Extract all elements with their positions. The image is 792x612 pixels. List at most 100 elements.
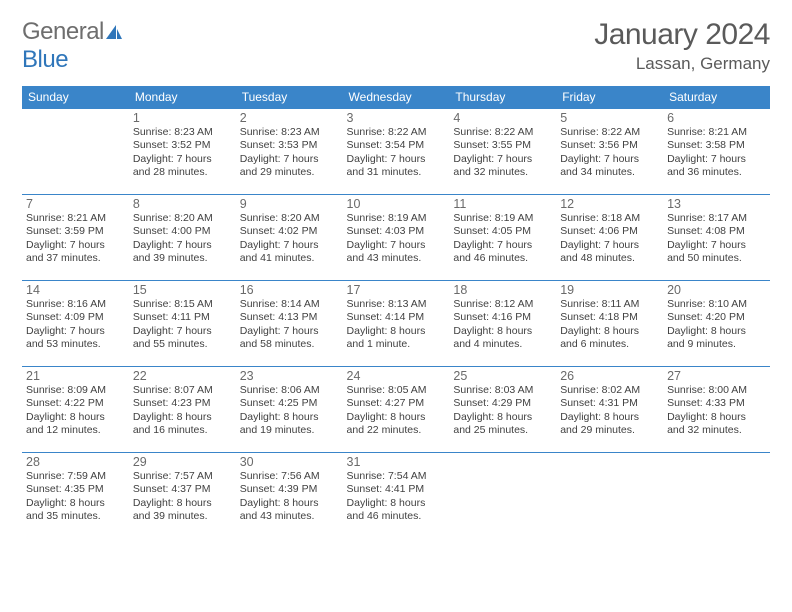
- day-info: Sunrise: 8:21 AMSunset: 3:59 PMDaylight:…: [26, 212, 125, 266]
- calendar-cell: 10Sunrise: 8:19 AMSunset: 4:03 PMDayligh…: [343, 195, 450, 281]
- weekday-header: Saturday: [663, 86, 770, 109]
- calendar-cell: 8Sunrise: 8:20 AMSunset: 4:00 PMDaylight…: [129, 195, 236, 281]
- day-number: 11: [453, 197, 552, 211]
- sunrise-text: Sunrise: 8:02 AM: [560, 384, 659, 397]
- sunrise-text: Sunrise: 8:22 AM: [560, 126, 659, 139]
- daylight-text: Daylight: 8 hours and 4 minutes.: [453, 325, 552, 352]
- calendar-cell: 5Sunrise: 8:22 AMSunset: 3:56 PMDaylight…: [556, 109, 663, 195]
- daylight-text: Daylight: 7 hours and 41 minutes.: [240, 239, 339, 266]
- weekday-header: Sunday: [22, 86, 129, 109]
- sunrise-text: Sunrise: 8:09 AM: [26, 384, 125, 397]
- day-info: Sunrise: 8:03 AMSunset: 4:29 PMDaylight:…: [453, 384, 552, 438]
- calendar-cell: 31Sunrise: 7:54 AMSunset: 4:41 PMDayligh…: [343, 453, 450, 539]
- daylight-text: Daylight: 8 hours and 6 minutes.: [560, 325, 659, 352]
- day-info: Sunrise: 8:20 AMSunset: 4:02 PMDaylight:…: [240, 212, 339, 266]
- day-info: Sunrise: 8:02 AMSunset: 4:31 PMDaylight:…: [560, 384, 659, 438]
- sunrise-text: Sunrise: 8:17 AM: [667, 212, 766, 225]
- calendar-cell: [22, 109, 129, 195]
- calendar-week-row: 28Sunrise: 7:59 AMSunset: 4:35 PMDayligh…: [22, 453, 770, 539]
- sunrise-text: Sunrise: 8:11 AM: [560, 298, 659, 311]
- daylight-text: Daylight: 8 hours and 1 minute.: [347, 325, 446, 352]
- calendar-cell: 7Sunrise: 8:21 AMSunset: 3:59 PMDaylight…: [22, 195, 129, 281]
- day-number: 17: [347, 283, 446, 297]
- daylight-text: Daylight: 7 hours and 31 minutes.: [347, 153, 446, 180]
- sunrise-text: Sunrise: 8:19 AM: [347, 212, 446, 225]
- sunset-text: Sunset: 4:23 PM: [133, 397, 232, 410]
- sunrise-text: Sunrise: 8:15 AM: [133, 298, 232, 311]
- sunset-text: Sunset: 3:58 PM: [667, 139, 766, 152]
- sunrise-text: Sunrise: 8:07 AM: [133, 384, 232, 397]
- calendar-cell: 14Sunrise: 8:16 AMSunset: 4:09 PMDayligh…: [22, 281, 129, 367]
- calendar-cell: 3Sunrise: 8:22 AMSunset: 3:54 PMDaylight…: [343, 109, 450, 195]
- day-number: 27: [667, 369, 766, 383]
- calendar-cell: 9Sunrise: 8:20 AMSunset: 4:02 PMDaylight…: [236, 195, 343, 281]
- daylight-text: Daylight: 8 hours and 39 minutes.: [133, 497, 232, 524]
- day-info: Sunrise: 8:23 AMSunset: 3:53 PMDaylight:…: [240, 126, 339, 180]
- day-info: Sunrise: 8:14 AMSunset: 4:13 PMDaylight:…: [240, 298, 339, 352]
- daylight-text: Daylight: 7 hours and 29 minutes.: [240, 153, 339, 180]
- daylight-text: Daylight: 8 hours and 22 minutes.: [347, 411, 446, 438]
- day-number: 25: [453, 369, 552, 383]
- sunrise-text: Sunrise: 8:06 AM: [240, 384, 339, 397]
- sunset-text: Sunset: 3:54 PM: [347, 139, 446, 152]
- calendar-cell: 19Sunrise: 8:11 AMSunset: 4:18 PMDayligh…: [556, 281, 663, 367]
- day-number: 1: [133, 111, 232, 125]
- sunrise-text: Sunrise: 8:12 AM: [453, 298, 552, 311]
- sunset-text: Sunset: 4:06 PM: [560, 225, 659, 238]
- daylight-text: Daylight: 7 hours and 43 minutes.: [347, 239, 446, 266]
- calendar-cell: 11Sunrise: 8:19 AMSunset: 4:05 PMDayligh…: [449, 195, 556, 281]
- day-info: Sunrise: 8:07 AMSunset: 4:23 PMDaylight:…: [133, 384, 232, 438]
- sunset-text: Sunset: 4:20 PM: [667, 311, 766, 324]
- sunset-text: Sunset: 3:56 PM: [560, 139, 659, 152]
- day-info: Sunrise: 8:09 AMSunset: 4:22 PMDaylight:…: [26, 384, 125, 438]
- daylight-text: Daylight: 8 hours and 43 minutes.: [240, 497, 339, 524]
- day-number: 19: [560, 283, 659, 297]
- day-number: 6: [667, 111, 766, 125]
- day-info: Sunrise: 7:56 AMSunset: 4:39 PMDaylight:…: [240, 470, 339, 524]
- sunrise-text: Sunrise: 8:10 AM: [667, 298, 766, 311]
- day-info: Sunrise: 8:11 AMSunset: 4:18 PMDaylight:…: [560, 298, 659, 352]
- daylight-text: Daylight: 7 hours and 50 minutes.: [667, 239, 766, 266]
- daylight-text: Daylight: 7 hours and 28 minutes.: [133, 153, 232, 180]
- sunset-text: Sunset: 4:11 PM: [133, 311, 232, 324]
- day-number: 28: [26, 455, 125, 469]
- sunrise-text: Sunrise: 8:21 AM: [667, 126, 766, 139]
- daylight-text: Daylight: 7 hours and 34 minutes.: [560, 153, 659, 180]
- logo: GeneralBlue: [22, 18, 124, 74]
- calendar-week-row: 7Sunrise: 8:21 AMSunset: 3:59 PMDaylight…: [22, 195, 770, 281]
- sunset-text: Sunset: 3:52 PM: [133, 139, 232, 152]
- calendar-cell: 18Sunrise: 8:12 AMSunset: 4:16 PMDayligh…: [449, 281, 556, 367]
- daylight-text: Daylight: 8 hours and 9 minutes.: [667, 325, 766, 352]
- sunrise-text: Sunrise: 8:22 AM: [453, 126, 552, 139]
- daylight-text: Daylight: 8 hours and 19 minutes.: [240, 411, 339, 438]
- day-number: 24: [347, 369, 446, 383]
- day-number: 23: [240, 369, 339, 383]
- sunrise-text: Sunrise: 8:19 AM: [453, 212, 552, 225]
- calendar-cell: 20Sunrise: 8:10 AMSunset: 4:20 PMDayligh…: [663, 281, 770, 367]
- daylight-text: Daylight: 8 hours and 12 minutes.: [26, 411, 125, 438]
- sunrise-text: Sunrise: 8:21 AM: [26, 212, 125, 225]
- logo-general: General: [22, 18, 104, 45]
- sunrise-text: Sunrise: 7:56 AM: [240, 470, 339, 483]
- calendar-cell: 27Sunrise: 8:00 AMSunset: 4:33 PMDayligh…: [663, 367, 770, 453]
- sunset-text: Sunset: 4:22 PM: [26, 397, 125, 410]
- weekday-header: Friday: [556, 86, 663, 109]
- day-info: Sunrise: 8:17 AMSunset: 4:08 PMDaylight:…: [667, 212, 766, 266]
- day-info: Sunrise: 8:15 AMSunset: 4:11 PMDaylight:…: [133, 298, 232, 352]
- day-number: 26: [560, 369, 659, 383]
- calendar-cell: 25Sunrise: 8:03 AMSunset: 4:29 PMDayligh…: [449, 367, 556, 453]
- day-info: Sunrise: 8:13 AMSunset: 4:14 PMDaylight:…: [347, 298, 446, 352]
- logo-sail-icon: [104, 18, 124, 45]
- calendar-cell: 15Sunrise: 8:15 AMSunset: 4:11 PMDayligh…: [129, 281, 236, 367]
- sunrise-text: Sunrise: 8:23 AM: [240, 126, 339, 139]
- weekday-row: SundayMondayTuesdayWednesdayThursdayFrid…: [22, 86, 770, 109]
- sunset-text: Sunset: 3:55 PM: [453, 139, 552, 152]
- daylight-text: Daylight: 7 hours and 55 minutes.: [133, 325, 232, 352]
- title-block: January 2024 Lassan, Germany: [594, 18, 770, 74]
- day-info: Sunrise: 7:54 AMSunset: 4:41 PMDaylight:…: [347, 470, 446, 524]
- sunrise-text: Sunrise: 7:54 AM: [347, 470, 446, 483]
- day-number: 30: [240, 455, 339, 469]
- day-info: Sunrise: 7:59 AMSunset: 4:35 PMDaylight:…: [26, 470, 125, 524]
- calendar-cell: 2Sunrise: 8:23 AMSunset: 3:53 PMDaylight…: [236, 109, 343, 195]
- day-number: 31: [347, 455, 446, 469]
